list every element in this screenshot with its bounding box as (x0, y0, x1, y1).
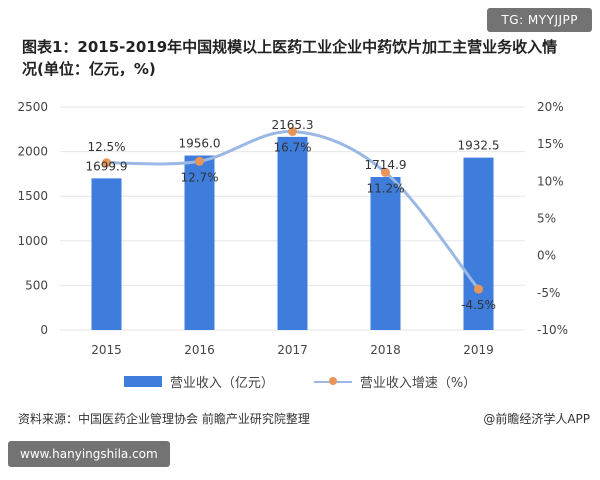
bar (184, 155, 215, 330)
legend-label-growth: 营业收入增速（%） (359, 376, 477, 391)
x-tick-label: 2017 (277, 343, 308, 357)
bar (277, 136, 308, 330)
y-right-tick-label: -10% (537, 323, 568, 337)
y-left-tick-label: 2000 (17, 145, 48, 159)
chart-title: 图表1：2015-2019年中国规模以上医药工业企业中药饮片加工主营业务收入情 … (22, 36, 582, 80)
x-tick-label: 2016 (184, 343, 215, 357)
legend-swatch-bar (123, 376, 162, 387)
y-left-tick-label: 0 (40, 323, 48, 337)
y-right-tick-label: -5% (537, 286, 560, 300)
y-right-tick-label: 0% (537, 249, 556, 263)
source-note: 资料来源：中国医药企业管理协会 前瞻产业研究院整理 (18, 412, 310, 426)
y-left-tick-label: 500 (25, 278, 48, 292)
legend-label-revenue: 营业收入（亿元） (169, 376, 274, 391)
growth-value-label: 12.7% (180, 170, 218, 184)
bar (91, 178, 122, 330)
x-tick-label: 2015 (91, 343, 122, 357)
y-right-tick-label: 15% (537, 137, 564, 151)
growth-value-label: 11.2% (366, 181, 404, 195)
bar (370, 177, 401, 330)
growth-value-label: -4.5% (461, 298, 496, 312)
growth-marker (102, 158, 111, 168)
chart-plot-area: 0 500 1000 1500 2000 2500 -10% -5% 0% 5% 10% 15% 20%… (17, 100, 568, 357)
chart-legend: 营业收入（亿元） 营业收入增速（%） (0, 372, 600, 391)
bar-value-label: 1956.0 (179, 137, 221, 151)
bar-value-label: 2165.3 (272, 118, 314, 132)
x-tick-label: 2019 (463, 343, 494, 357)
growth-marker (195, 156, 204, 166)
bar-value-label: 1932.5 (458, 139, 500, 153)
chart-title-line1: 图表1：2015-2019年中国规模以上医药工业企业中药饮片加工主营业务收入情 (22, 38, 558, 56)
bar-value-label: 1714.9 (365, 158, 407, 172)
growth-marker (381, 167, 390, 177)
channel-tag-badge: TG: MYYJJPP (487, 8, 592, 32)
y-left-tick-label: 1000 (17, 234, 48, 248)
chart-title-line2: 况(单位：亿元，%) (22, 60, 156, 78)
brand-credit: @前瞻经济学人APP (483, 412, 590, 426)
growth-marker (474, 284, 483, 294)
y-right-tick-label: 5% (537, 212, 556, 226)
y-right-tick-label: 10% (537, 174, 564, 188)
growth-marker (288, 127, 297, 137)
bar (463, 157, 494, 330)
legend-item-revenue: 营业收入（亿元） (123, 372, 274, 391)
legend-swatch-line (313, 376, 352, 387)
growth-value-label: 16.7% (273, 141, 311, 155)
y-right-tick-label: 20% (537, 100, 564, 114)
growth-value-label: 12.5% (87, 140, 125, 154)
y-left-tick-label: 1500 (17, 189, 48, 203)
website-url-badge: www.hanyingshila.com (8, 441, 170, 467)
legend-item-growth: 营业收入增速（%） (313, 372, 477, 391)
y-left-tick-label: 2500 (17, 100, 48, 114)
x-tick-label: 2018 (370, 343, 401, 357)
bar-value-label: 1699.9 (86, 159, 128, 173)
